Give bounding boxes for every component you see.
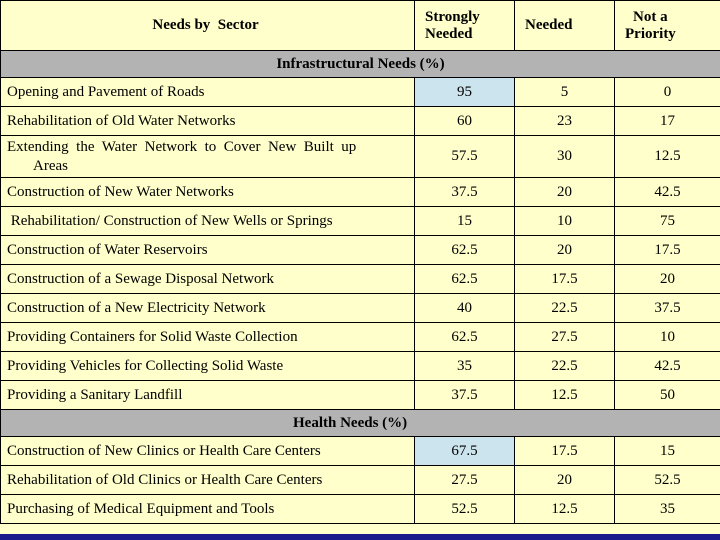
- header-sector: Needs by Sector: [0, 0, 415, 51]
- table-row: Construction of a Sewage Disposal Networ…: [0, 264, 720, 294]
- cell-needed: 17.5: [514, 436, 615, 466]
- cell-not-priority: 10: [614, 322, 720, 352]
- header-sector-text: Needs by Sector: [152, 17, 259, 33]
- cell-not-priority: 50: [614, 380, 720, 410]
- cell-strongly: 60: [414, 106, 515, 136]
- cell-not-priority: 52.5: [614, 465, 720, 495]
- row-label: Construction of New Clinics or Health Ca…: [0, 436, 415, 466]
- row-label: Purchasing of Medical Equipment and Tool…: [0, 494, 415, 524]
- cell-strongly: 62.5: [414, 264, 515, 294]
- row-label: Rehabilitation of Old Water Networks: [0, 106, 415, 136]
- cell-strongly: 27.5: [414, 465, 515, 495]
- cell-needed: 30: [514, 135, 615, 178]
- row-label: Rehabilitation of Old Clinics or Health …: [0, 465, 415, 495]
- row-label: Construction of a New Electricity Networ…: [0, 293, 415, 323]
- cell-strongly: 37.5: [414, 177, 515, 207]
- section-infrastructure: Infrastructural Needs (%): [0, 50, 720, 78]
- row-label: Construction of a Sewage Disposal Networ…: [0, 264, 415, 294]
- cell-strongly: 40: [414, 293, 515, 323]
- header-strongly-needed: Strongly Needed: [414, 0, 515, 51]
- cell-needed: 20: [514, 177, 615, 207]
- table-row: Rehabilitation of Old Water Networks 60 …: [0, 106, 720, 136]
- header-strongly-line1: Strongly: [425, 8, 480, 25]
- cell-not-priority: 12.5: [614, 135, 720, 178]
- cell-not-priority: 37.5: [614, 293, 720, 323]
- header-needed-text: Needed: [525, 17, 573, 33]
- cell-not-priority: 0: [614, 77, 720, 107]
- section-title: Health Needs (%): [0, 409, 720, 437]
- row-label: Rehabilitation/ Construction of New Well…: [0, 206, 415, 236]
- row-label: Providing a Sanitary Landfill: [0, 380, 415, 410]
- row-label-line2: Areas: [33, 157, 68, 174]
- cell-not-priority: 42.5: [614, 177, 720, 207]
- cell-needed: 12.5: [514, 494, 615, 524]
- table-row: Extending the Water Network to Cover New…: [0, 135, 720, 178]
- cell-needed: 23: [514, 106, 615, 136]
- header-needed: Needed: [514, 0, 615, 51]
- cell-strongly: 15: [414, 206, 515, 236]
- row-label: Construction of New Water Networks: [0, 177, 415, 207]
- needs-table: Needs by Sector Strongly Needed Needed No…: [0, 0, 720, 524]
- row-label: Extending the Water Network to Cover New…: [0, 135, 415, 178]
- section-title: Infrastructural Needs (%): [0, 50, 720, 78]
- cell-needed: 22.5: [514, 293, 615, 323]
- cell-strongly: 35: [414, 351, 515, 381]
- bottom-accent-bar: [0, 534, 720, 540]
- table-row: Opening and Pavement of Roads 95 5 0: [0, 77, 720, 107]
- cell-not-priority: 75: [614, 206, 720, 236]
- cell-strongly: 57.5: [414, 135, 515, 178]
- cell-needed: 27.5: [514, 322, 615, 352]
- table-row: Construction of New Water Networks 37.5 …: [0, 177, 720, 207]
- cell-not-priority: 15: [614, 436, 720, 466]
- cell-needed: 22.5: [514, 351, 615, 381]
- cell-not-priority: 17.5: [614, 235, 720, 265]
- table-row: Providing a Sanitary Landfill 37.5 12.5 …: [0, 380, 720, 410]
- table-row: Rehabilitation/ Construction of New Well…: [0, 206, 720, 236]
- table-row: Purchasing of Medical Equipment and Tool…: [0, 494, 720, 524]
- cell-strongly: 67.5: [414, 436, 515, 466]
- cell-needed: 20: [514, 235, 615, 265]
- header-strongly-line2: Needed: [425, 25, 473, 42]
- header-not-priority: Not a Priority: [614, 0, 720, 51]
- cell-needed: 5: [514, 77, 615, 107]
- header-not-line2: Priority: [625, 25, 676, 42]
- table-row: Construction of a New Electricity Networ…: [0, 293, 720, 323]
- cell-not-priority: 20: [614, 264, 720, 294]
- section-health: Health Needs (%): [0, 409, 720, 437]
- table-row: Construction of New Clinics or Health Ca…: [0, 436, 720, 466]
- cell-strongly: 52.5: [414, 494, 515, 524]
- table-row: Providing Containers for Solid Waste Col…: [0, 322, 720, 352]
- cell-strongly: 37.5: [414, 380, 515, 410]
- header-row: Needs by Sector Strongly Needed Needed No…: [0, 0, 720, 51]
- cell-needed: 17.5: [514, 264, 615, 294]
- row-label: Providing Containers for Solid Waste Col…: [0, 322, 415, 352]
- row-label: Opening and Pavement of Roads: [0, 77, 415, 107]
- cell-needed: 10: [514, 206, 615, 236]
- table-row: Providing Vehicles for Collecting Solid …: [0, 351, 720, 381]
- cell-needed: 12.5: [514, 380, 615, 410]
- cell-needed: 20: [514, 465, 615, 495]
- table-row: Construction of Water Reservoirs 62.5 20…: [0, 235, 720, 265]
- cell-strongly: 95: [414, 77, 515, 107]
- header-not-line1: Not a: [633, 8, 668, 25]
- table-row: Rehabilitation of Old Clinics or Health …: [0, 465, 720, 495]
- cell-strongly: 62.5: [414, 322, 515, 352]
- row-label: Construction of Water Reservoirs: [0, 235, 415, 265]
- cell-not-priority: 35: [614, 494, 720, 524]
- row-label-line1: Extending the Water Network to Cover New…: [7, 138, 357, 155]
- cell-not-priority: 17: [614, 106, 720, 136]
- row-label: Providing Vehicles for Collecting Solid …: [0, 351, 415, 381]
- cell-not-priority: 42.5: [614, 351, 720, 381]
- cell-strongly: 62.5: [414, 235, 515, 265]
